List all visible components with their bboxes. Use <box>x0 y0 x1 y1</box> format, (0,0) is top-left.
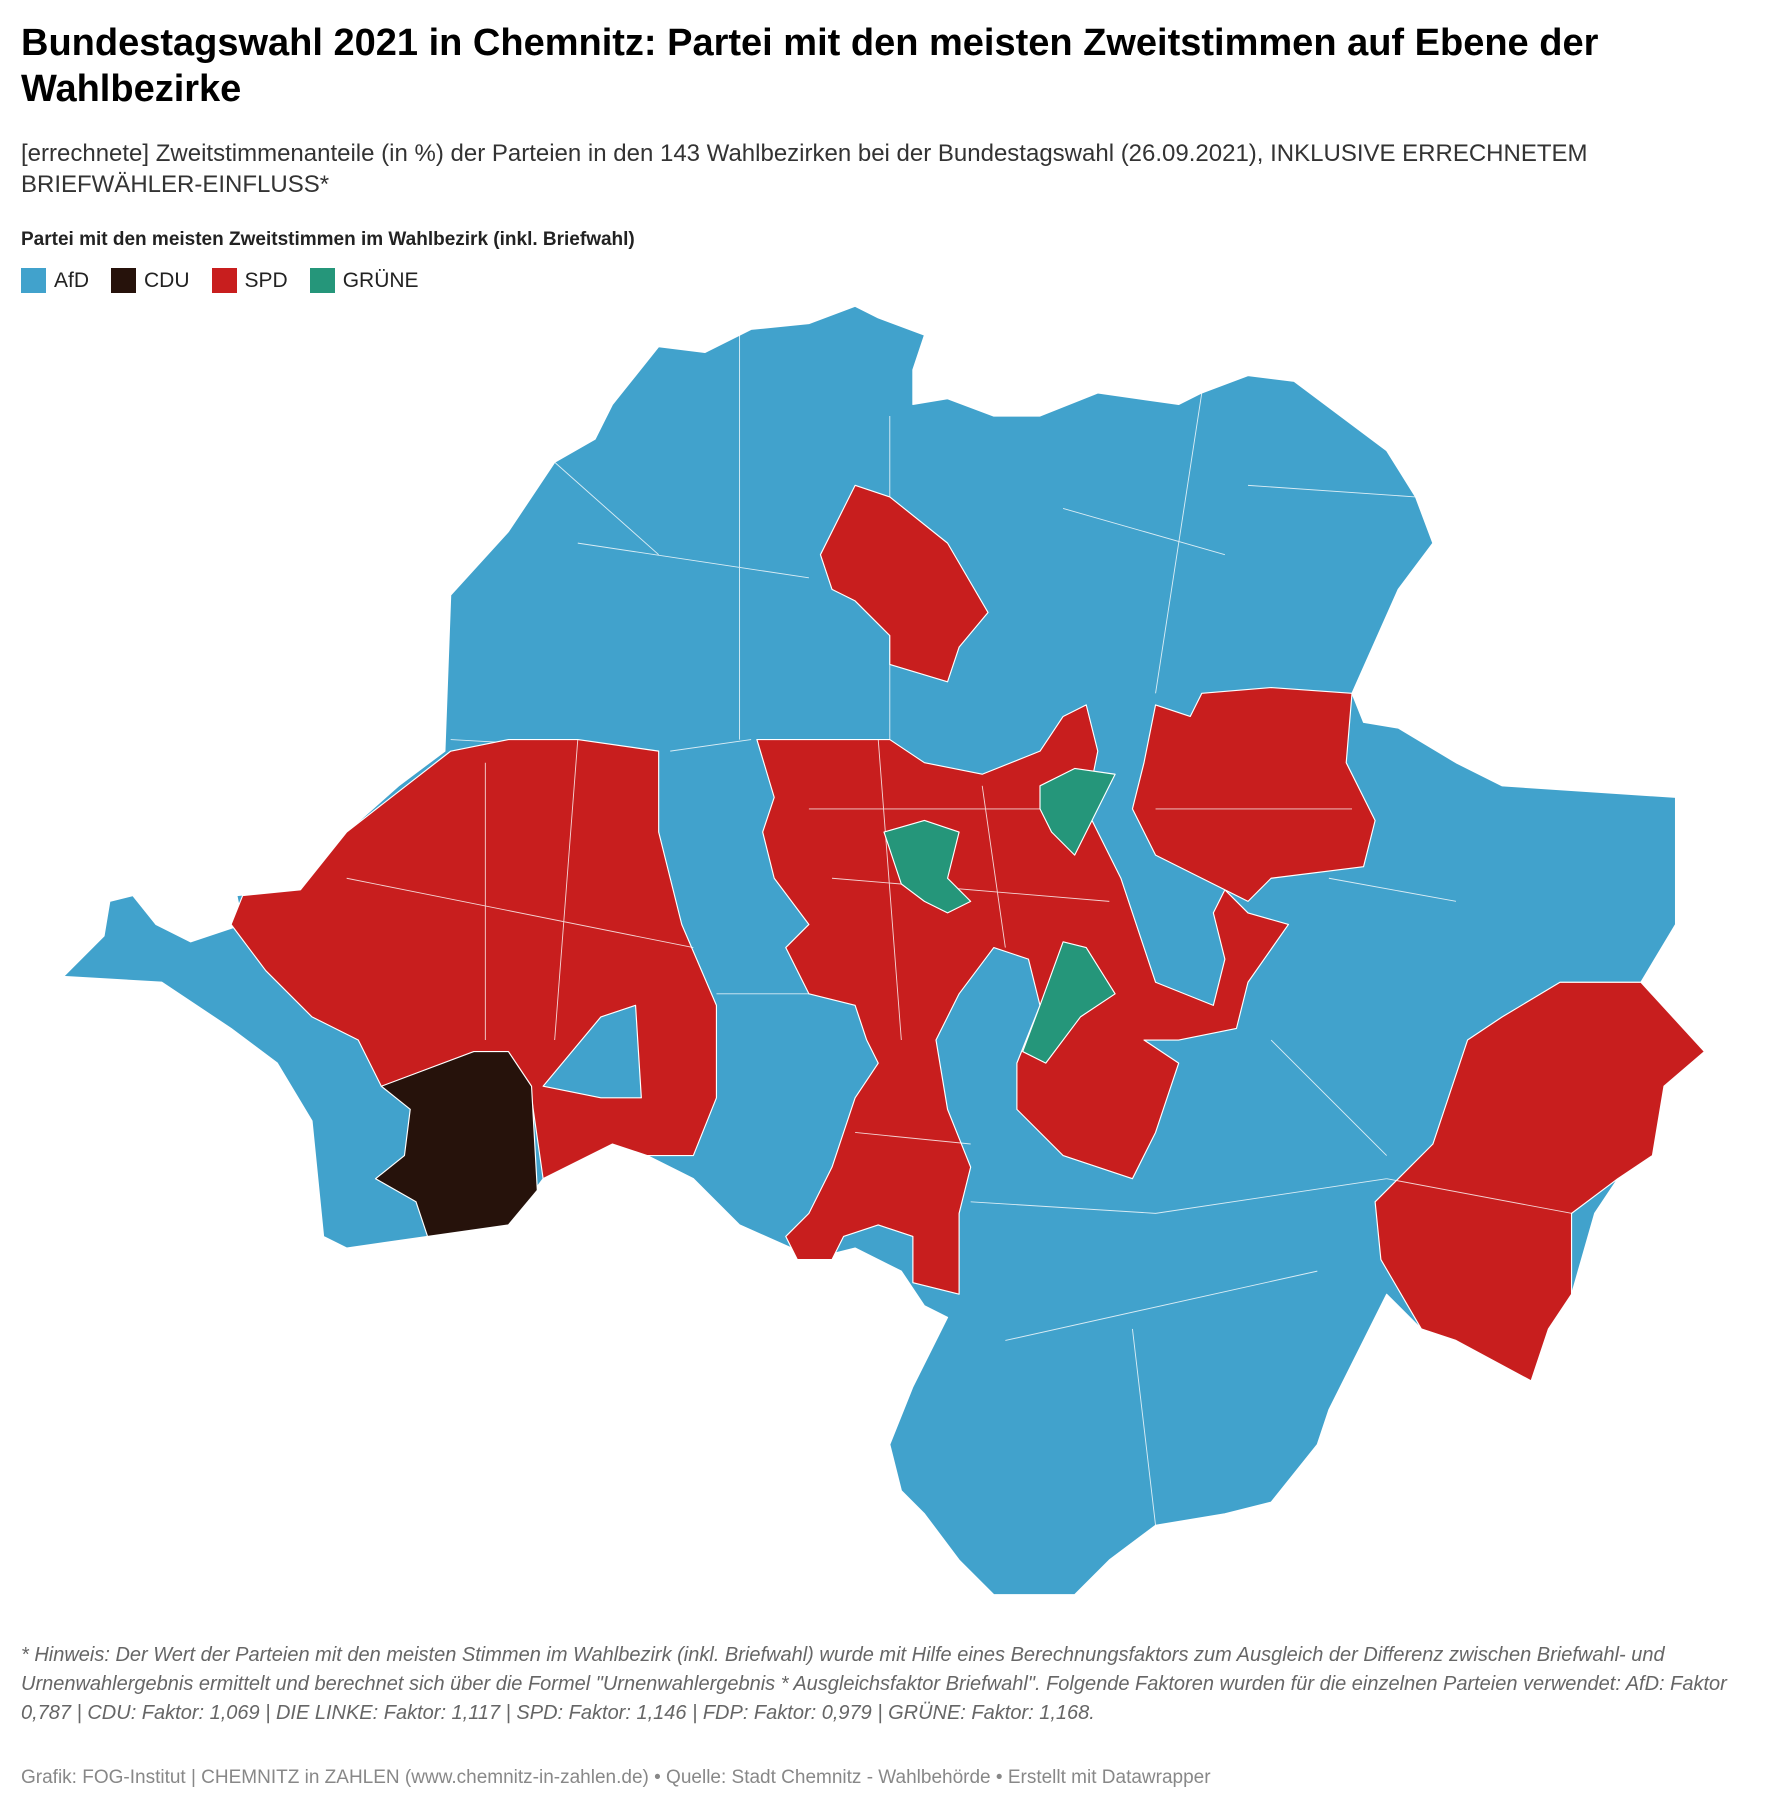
region <box>1022 941 1116 1064</box>
credit: Grafik: FOG-Institut | CHEMNITZ in ZAHLE… <box>21 1767 1211 1788</box>
legend-item: GRÜNE <box>309 268 419 293</box>
footnote: * Hinweis: Der Wert der Parteien mit den… <box>21 1644 1727 1724</box>
legend-item: SPD <box>211 268 288 293</box>
title: Bundestagswahl 2021 in Chemnitz: Partei … <box>21 22 1599 110</box>
border <box>346 739 1572 1214</box>
legend-swatch <box>211 268 237 293</box>
region <box>374 1050 538 1238</box>
legend-label: GRÜNE <box>342 268 419 292</box>
region <box>1039 767 1116 856</box>
subtitle: [errechnete] Zweitstimmenanteile (in %) … <box>21 140 1588 198</box>
legend-label: CDU <box>144 268 190 292</box>
legend-label: SPD <box>244 268 288 292</box>
region <box>883 819 972 914</box>
region <box>819 484 989 683</box>
region <box>542 1004 642 1099</box>
legend-title: Partei mit den meisten Zweitstimmen im W… <box>21 229 635 250</box>
region <box>1374 981 1706 1382</box>
legend-item: AfD <box>21 268 89 293</box>
legend-item: CDU <box>111 268 190 293</box>
legend: AfD CDU SPD GRÜNE <box>21 268 419 293</box>
region <box>1131 686 1376 902</box>
legend-swatch <box>111 268 137 293</box>
region <box>756 704 1290 1295</box>
legend-swatch <box>21 268 46 293</box>
legend-label: AfD <box>54 268 90 292</box>
legend-swatch <box>309 268 335 293</box>
